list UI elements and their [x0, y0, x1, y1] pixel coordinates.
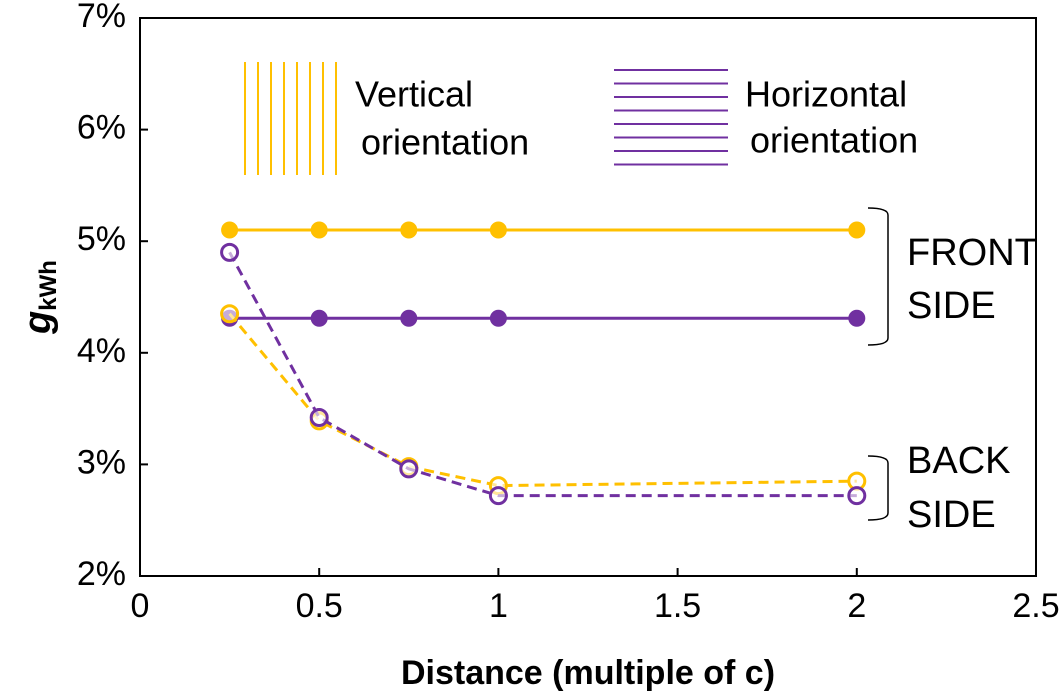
data-point — [220, 304, 240, 324]
data-point — [488, 486, 508, 506]
data-point — [489, 221, 507, 239]
y-axis-label-main: g — [17, 311, 59, 335]
x-tick-label: 1.5 — [654, 587, 701, 625]
data-point — [220, 242, 240, 262]
data-point — [848, 309, 866, 327]
data-point — [310, 309, 328, 327]
annotation: SIDE — [907, 494, 996, 536]
y-tick-label: 6% — [77, 109, 126, 147]
series-line — [228, 312, 857, 488]
y-tick-label: 7% — [77, 0, 126, 35]
annotation: BACK — [907, 440, 1010, 482]
y-tick-label: 5% — [77, 220, 126, 258]
x-tick-label: 2.5 — [1012, 587, 1059, 625]
x-tick-label: 0.5 — [296, 587, 343, 625]
data-point — [489, 309, 507, 327]
annotation: FRONT — [907, 232, 1038, 274]
y-tick-label: 3% — [77, 443, 126, 481]
legend-label: orientation — [750, 120, 918, 161]
y-axis-label-sub: kWh — [35, 260, 62, 311]
x-tick-label: 2 — [847, 587, 866, 625]
y-tick-label: 4% — [77, 332, 126, 370]
legend-label: Vertical — [355, 74, 473, 115]
plot-frame — [139, 17, 1037, 577]
data-point — [399, 459, 419, 479]
data-point — [847, 486, 867, 506]
legend-label: Horizontal — [745, 74, 907, 115]
data-point — [848, 221, 866, 239]
y-axis-label: gkWh — [17, 260, 62, 335]
x-axis-label: Distance (multiple of c) — [401, 654, 775, 692]
data-point — [310, 221, 328, 239]
data-point — [400, 309, 418, 327]
back-bracket — [867, 455, 889, 521]
data-point — [400, 221, 418, 239]
y-tick-label: 2% — [77, 555, 126, 593]
data-point — [221, 221, 239, 239]
data-point — [309, 408, 329, 428]
legend-label: orientation — [361, 122, 529, 163]
x-tick-label: 0 — [131, 587, 150, 625]
series-line — [228, 251, 857, 498]
annotation: SIDE — [907, 285, 996, 327]
x-tick-label: 1 — [489, 587, 508, 625]
front-bracket — [867, 207, 889, 346]
